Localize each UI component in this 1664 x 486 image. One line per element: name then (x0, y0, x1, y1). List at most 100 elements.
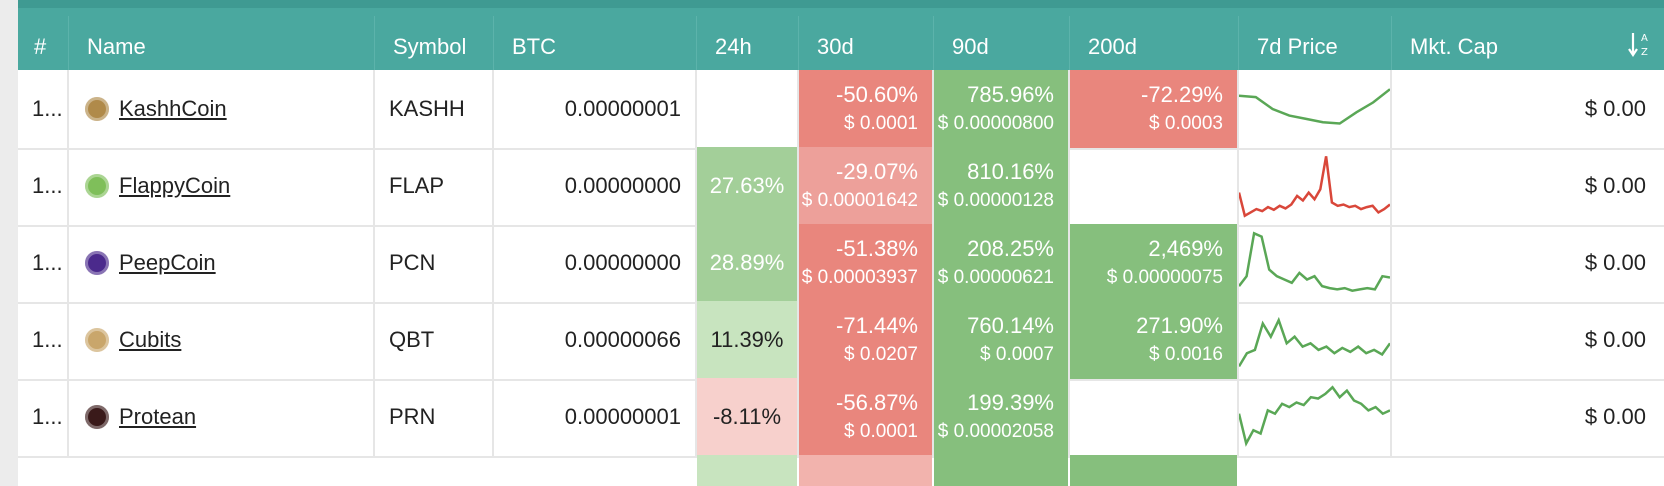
rank-cell: 1... (18, 70, 69, 148)
symbol-cell: KASHH (375, 70, 494, 148)
change-d90-pct: 810.16% (967, 159, 1054, 184)
name-cell: KashhCoin (69, 70, 375, 148)
change-d90-usd: $ 0.0007 (980, 344, 1054, 365)
change-24h-pct: 28.89% (709, 250, 785, 275)
sparkline-path (1239, 385, 1390, 447)
mkt-cap-cell: $ 0.00 (1392, 70, 1664, 148)
table-row[interactable]: 1... Cubits QBT 0.00000066 11.39% -71.44% $ 0.… (18, 301, 1664, 381)
table-header: # Name Symbol BTC 24h 30d 90d 200d 7d Pr… (18, 0, 1664, 78)
mkt-cap-cell: $ 0.00 (1392, 147, 1664, 225)
sparkline-path (1239, 231, 1390, 292)
peepcoin-logo-icon (85, 251, 109, 275)
symbol-text: QBT (389, 327, 435, 352)
btc-cell: 0.00000001 (494, 70, 697, 148)
change-d90-usd: $ 0.00000128 (937, 190, 1054, 211)
rank-text: 1... (32, 173, 63, 198)
table-row[interactable]: 1... KashhCoin KASHH 0.00000001 -50.60% $ 0.0… (18, 70, 1664, 150)
change-d30-usd: $ 0.0001 (844, 421, 918, 442)
change-d200-pct: 271.90% (1136, 313, 1223, 338)
sparkline-path (1239, 88, 1390, 125)
col-200d[interactable]: 200d (1070, 16, 1239, 78)
partial-cell (697, 455, 797, 486)
symbol-cell: PCN (375, 224, 494, 302)
mkt-cap-value: $ 0.00 (1584, 250, 1646, 275)
btc-cell: 0.00000000 (494, 224, 697, 302)
change-d30-pct: -50.60% (836, 82, 918, 107)
change-24h-cell: 28.89% (697, 224, 799, 302)
change-24h-pct: 27.63% (709, 173, 785, 198)
symbol-text: KASHH (389, 96, 465, 121)
symbol-cell: FLAP (375, 147, 494, 225)
change-d30-pct: -29.07% (836, 159, 918, 184)
mkt-cap-cell: $ 0.00 (1392, 378, 1664, 456)
change-d30-cell: -29.07% $ 0.00001642 (799, 147, 934, 225)
btc-cell: 0.00000000 (494, 147, 697, 225)
sparkline-cell (1239, 301, 1392, 379)
col-symbol[interactable]: Symbol (375, 16, 494, 78)
change-d200-usd: $ 0.0016 (1149, 344, 1223, 365)
name-cell: Cubits (69, 301, 375, 379)
change-d200-cell: 271.90% $ 0.0016 (1070, 301, 1239, 379)
change-d30-pct: -51.38% (836, 236, 918, 261)
coin-name-link[interactable]: KashhCoin (119, 96, 227, 121)
col-24h[interactable]: 24h (697, 16, 799, 78)
sort-a-z-icon[interactable]: A Z (1628, 30, 1654, 60)
col-7d-price[interactable]: 7d Price (1239, 16, 1392, 78)
change-d90-cell: 810.16% $ 0.00000128 (934, 147, 1070, 225)
change-24h-cell: 11.39% (697, 301, 799, 379)
col-name[interactable]: Name (69, 16, 375, 78)
svg-text:A: A (1641, 33, 1648, 44)
col-mkt-cap[interactable]: Mkt. Cap A Z (1392, 16, 1664, 78)
protean-logo-icon (85, 405, 109, 429)
coin-name-link[interactable]: Protean (119, 404, 197, 429)
price-sparkline (1239, 231, 1390, 292)
left-edge (0, 0, 18, 486)
name-cell: Protean (69, 378, 375, 456)
coin-name-link[interactable]: PeepCoin (119, 250, 216, 275)
btc-value: 0.00000001 (564, 96, 681, 121)
coin-name-link[interactable]: Cubits (119, 327, 182, 352)
col-30d[interactable]: 30d (799, 16, 934, 78)
table-row[interactable]: 1... PeepCoin PCN 0.00000000 28.89% -51.38% $ … (18, 224, 1664, 304)
rank-text: 1... (32, 250, 63, 275)
rank-cell: 1... (18, 224, 69, 302)
change-d90-cell: 785.96% $ 0.00000800 (934, 70, 1070, 148)
rank-cell: 1... (18, 378, 69, 456)
price-sparkline (1239, 316, 1390, 368)
cubits-logo-icon (85, 328, 109, 352)
partial-cell (934, 455, 1068, 486)
change-d90-usd: $ 0.00000621 (937, 267, 1054, 288)
table-row[interactable]: 1... Protean PRN 0.00000001 -8.11% -56.87% $ 0… (18, 378, 1664, 458)
change-d200-pct: -72.29% (1141, 82, 1223, 107)
mkt-cap-cell: $ 0.00 (1392, 224, 1664, 302)
change-24h-cell: 27.63% (697, 147, 799, 225)
col-rank[interactable]: # (18, 16, 69, 78)
name-cell: FlappyCoin (69, 147, 375, 225)
change-24h-pct: 11.39% (710, 327, 784, 352)
rank-text: 1... (32, 96, 63, 121)
change-d200-cell: -72.29% $ 0.0003 (1070, 70, 1239, 148)
change-d30-usd: $ 0.00003937 (801, 267, 918, 288)
sparkline-path (1239, 156, 1390, 218)
rank-text: 1... (32, 404, 63, 429)
btc-value: 0.00000066 (564, 327, 681, 352)
partial-cell (799, 455, 932, 486)
col-btc[interactable]: BTC (494, 16, 697, 78)
mkt-cap-cell: $ 0.00 (1392, 301, 1664, 379)
col-90d[interactable]: 90d (934, 16, 1070, 78)
change-d30-cell: -71.44% $ 0.0207 (799, 301, 934, 379)
change-d30-cell: -51.38% $ 0.00003937 (799, 224, 934, 302)
change-24h-cell (697, 70, 799, 148)
sparkline-path (1239, 316, 1390, 368)
change-d90-pct: 208.25% (967, 236, 1054, 261)
table-row-partial (18, 455, 1664, 486)
table-row[interactable]: 1... FlappyCoin FLAP 0.00000000 27.63% -29.07… (18, 147, 1664, 227)
btc-cell: 0.00000001 (494, 378, 697, 456)
price-sparkline (1239, 385, 1390, 447)
change-d200-usd: $ 0.00000075 (1106, 267, 1223, 288)
coin-name-link[interactable]: FlappyCoin (119, 173, 231, 198)
sparkline-cell (1239, 224, 1392, 302)
flappycoin-logo-icon (85, 174, 109, 198)
change-d30-cell: -56.87% $ 0.0001 (799, 378, 934, 456)
change-d90-cell: 760.14% $ 0.0007 (934, 301, 1070, 379)
